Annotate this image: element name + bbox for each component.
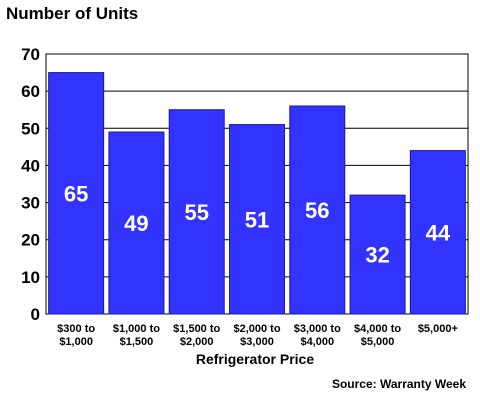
y-tick-label: 70 — [21, 45, 40, 64]
bar — [349, 194, 406, 315]
data-label: 65 — [64, 181, 88, 206]
x-tick-label: $5,000+ — [418, 323, 458, 335]
bar — [289, 105, 346, 315]
chart-title: Number of Units — [6, 4, 139, 23]
data-labels: 65 49 55 51 56 32 44 — [64, 181, 451, 267]
x-tick-label: $4,000 to $5,000 — [354, 323, 401, 348]
data-label: 44 — [426, 220, 451, 245]
y-tick-label: 30 — [21, 194, 40, 213]
x-axis-label: Refrigerator Price — [195, 351, 315, 367]
bar — [409, 150, 466, 315]
data-label: 51 — [245, 207, 269, 232]
x-tick-label: $1,500 to $2,000 — [173, 323, 220, 348]
x-tick-label: $2,000 to $3,000 — [233, 323, 280, 348]
bar — [48, 72, 105, 315]
x-tick-label: $1,000 to $1,500 — [113, 323, 160, 348]
y-tick-label: 20 — [21, 231, 40, 250]
x-axis-ticks: $300 to $1,000 $1,000 to $1,500 $1,500 to $2,… — [57, 323, 458, 348]
data-label: 56 — [305, 198, 329, 223]
y-tick-label: 50 — [21, 119, 40, 138]
y-tick-label: 0 — [31, 305, 40, 324]
data-label: 55 — [184, 200, 208, 225]
y-tick-label: 40 — [21, 156, 40, 175]
source-note: Source: Warranty Week — [331, 377, 466, 391]
data-label: 49 — [124, 211, 148, 236]
x-tick-label: $3,000 to $4,000 — [294, 323, 341, 348]
bar — [108, 131, 165, 315]
x-tick-label: $300 to $1,000 — [57, 323, 95, 348]
y-tick-label: 10 — [21, 268, 40, 287]
bar — [229, 124, 285, 315]
bars — [48, 72, 466, 315]
bar — [168, 109, 225, 315]
y-axis-ticks: 0 10 20 30 40 50 60 70 — [21, 45, 40, 324]
data-label: 32 — [365, 243, 389, 268]
y-tick-label: 60 — [21, 82, 40, 101]
